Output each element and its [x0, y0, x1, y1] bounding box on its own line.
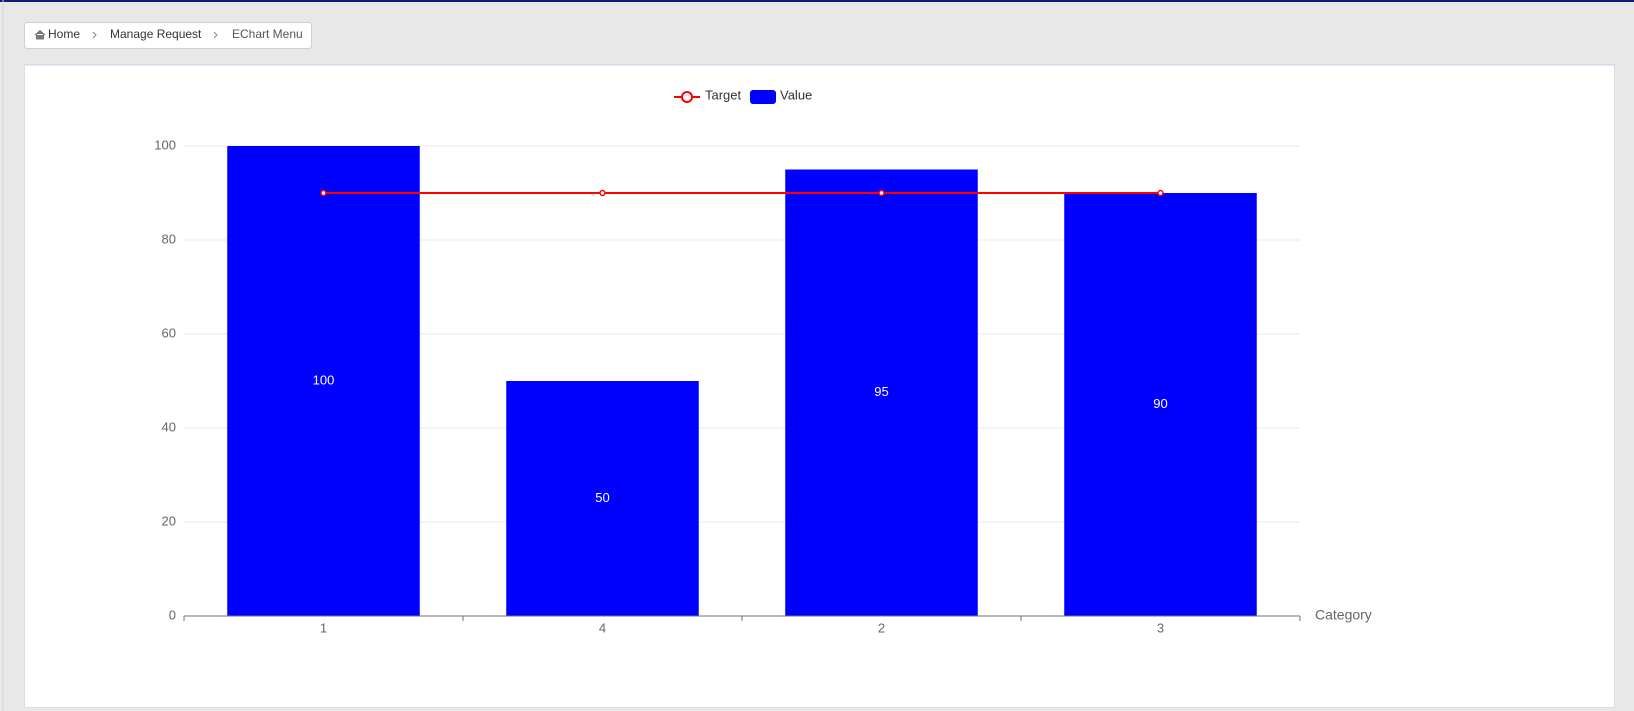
y-tick-label: 20: [162, 513, 176, 528]
breadcrumb-item: EChart Menu: [232, 27, 303, 41]
breadcrumb-box: [24, 22, 312, 49]
legend-label[interactable]: Target: [705, 87, 742, 102]
line-marker: [878, 189, 885, 197]
breadcrumb-separator: [92, 31, 97, 39]
y-tick-label: 80: [162, 231, 176, 246]
data-label: 50: [595, 490, 609, 505]
x-tick-label: 3: [1157, 620, 1164, 635]
legend-label[interactable]: Value: [780, 87, 812, 102]
bar: [227, 146, 420, 616]
data-label: 95: [874, 384, 888, 399]
bar: [1064, 193, 1257, 616]
bar: [785, 169, 978, 616]
home-icon: [34, 29, 46, 40]
legend-bar-icon: [750, 90, 776, 104]
y-tick-label: 40: [162, 419, 176, 434]
bar: [506, 381, 699, 616]
line-marker: [1157, 189, 1164, 197]
y-tick-label: 100: [154, 137, 176, 152]
y-tick-label: 0: [169, 607, 176, 622]
legend-marker-icon: [681, 91, 693, 103]
breadcrumb-separator: [213, 31, 218, 39]
line-marker: [320, 189, 327, 197]
legend: Target Value: [674, 87, 812, 104]
data-label: 90: [1153, 396, 1167, 411]
data-label: 100: [313, 372, 335, 387]
x-tick-label: 4: [599, 620, 606, 635]
x-tick-label: 2: [878, 620, 885, 635]
x-axis-title: Category: [1315, 607, 1372, 623]
x-tick-label: 1: [320, 620, 327, 635]
top-bar: [0, 0, 1634, 2]
line-marker: [599, 189, 606, 197]
y-tick-label: 60: [162, 325, 176, 340]
breadcrumb: Home Manage Request EChart Menu: [24, 22, 312, 49]
breadcrumb-item[interactable]: Home: [48, 27, 80, 41]
breadcrumb-item[interactable]: Manage Request: [110, 27, 202, 41]
